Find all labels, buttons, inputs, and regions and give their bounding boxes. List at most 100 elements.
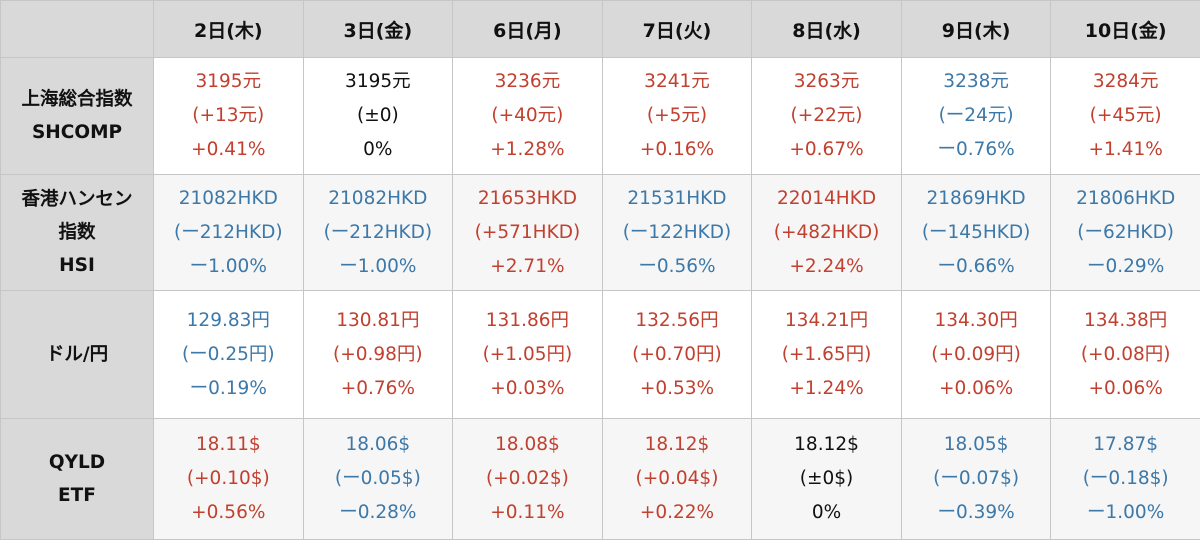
row-label-line: 香港ハンセン xyxy=(1,183,153,216)
change-percent: +0.76% xyxy=(304,372,453,406)
table-cell: 21082HKD(ー212HKD)ー1.00% xyxy=(303,175,453,291)
column-header: 9日(木) xyxy=(901,1,1051,58)
corner-cell xyxy=(1,1,154,58)
table-cell: 134.21円(+1.65円)+1.24% xyxy=(752,291,902,419)
price-value: 22014HKD xyxy=(752,182,901,216)
price-value: 21082HKD xyxy=(304,182,453,216)
column-header: 6日(月) xyxy=(453,1,603,58)
table-cell: 21653HKD(+571HKD)+2.71% xyxy=(453,175,603,291)
table-cell: 134.38円(+0.08円)+0.06% xyxy=(1051,291,1200,419)
price-value: 3195元 xyxy=(304,65,453,99)
change-value: (+40元) xyxy=(453,99,602,133)
table-cell: 17.87$(ー0.18$)ー1.00% xyxy=(1051,419,1200,540)
row-label-line: ドル/円 xyxy=(1,338,153,371)
header-row: 2日(木) 3日(金) 6日(月) 7日(火) 8日(水) 9日(木) 10日(… xyxy=(1,1,1200,58)
change-percent: ー0.29% xyxy=(1051,250,1200,284)
change-percent: ー1.00% xyxy=(1051,496,1200,530)
price-value: 3263元 xyxy=(752,65,901,99)
row-label-line: 指数 xyxy=(1,216,153,249)
change-percent: +2.24% xyxy=(752,250,901,284)
change-value: (+0.04$) xyxy=(603,462,752,496)
table-cell: 3284元(+45元)+1.41% xyxy=(1051,58,1200,175)
row-label: ドル/円 xyxy=(1,291,154,419)
change-percent: +2.71% xyxy=(453,250,602,284)
column-header: 8日(水) xyxy=(752,1,902,58)
change-percent: ー0.76% xyxy=(902,133,1051,167)
change-value: (+13元) xyxy=(154,99,303,133)
row-label-line: ETF xyxy=(1,479,153,512)
row-label-line: HSI xyxy=(1,249,153,282)
price-value: 3238元 xyxy=(902,65,1051,99)
table-cell: 21806HKD(ー62HKD)ー0.29% xyxy=(1051,175,1200,291)
change-value: (±0$) xyxy=(752,462,901,496)
table-cell: 134.30円(+0.09円)+0.06% xyxy=(901,291,1051,419)
change-percent: +0.67% xyxy=(752,133,901,167)
price-value: 3195元 xyxy=(154,65,303,99)
change-value: (+0.09円) xyxy=(902,338,1051,372)
change-value: (+5元) xyxy=(603,99,752,133)
table-cell: 18.05$(ー0.07$)ー0.39% xyxy=(901,419,1051,540)
price-value: 131.86円 xyxy=(453,304,602,338)
price-value: 21082HKD xyxy=(154,182,303,216)
price-value: 3241元 xyxy=(603,65,752,99)
change-percent: 0% xyxy=(304,133,453,167)
column-header: 2日(木) xyxy=(154,1,304,58)
change-value: (+1.05円) xyxy=(453,338,602,372)
change-percent: +1.28% xyxy=(453,133,602,167)
table-cell: 3195元(+13元)+0.41% xyxy=(154,58,304,175)
table-cell: 129.83円(ー0.25円)ー0.19% xyxy=(154,291,304,419)
change-percent: +0.03% xyxy=(453,372,602,406)
change-percent: +0.22% xyxy=(603,496,752,530)
change-percent: +0.56% xyxy=(154,496,303,530)
price-value: 21806HKD xyxy=(1051,182,1200,216)
change-value: (+45元) xyxy=(1051,99,1200,133)
price-value: 3236元 xyxy=(453,65,602,99)
change-value: (+0.70円) xyxy=(603,338,752,372)
change-percent: 0% xyxy=(752,496,901,530)
change-value: (ー0.18$) xyxy=(1051,462,1200,496)
change-percent: ー0.28% xyxy=(304,496,453,530)
table-cell: 21531HKD(ー122HKD)ー0.56% xyxy=(602,175,752,291)
price-value: 18.06$ xyxy=(304,428,453,462)
change-value: (±0) xyxy=(304,99,453,133)
table-cell: 22014HKD(+482HKD)+2.24% xyxy=(752,175,902,291)
change-percent: ー1.00% xyxy=(304,250,453,284)
change-value: (+0.02$) xyxy=(453,462,602,496)
table-cell: 18.06$(ー0.05$)ー0.28% xyxy=(303,419,453,540)
change-value: (ー0.07$) xyxy=(902,462,1051,496)
price-value: 134.21円 xyxy=(752,304,901,338)
table-cell: 21869HKD(ー145HKD)ー0.66% xyxy=(901,175,1051,291)
change-value: (ー212HKD) xyxy=(154,216,303,250)
change-percent: +0.11% xyxy=(453,496,602,530)
column-header: 10日(金) xyxy=(1051,1,1200,58)
change-percent: ー0.39% xyxy=(902,496,1051,530)
table-cell: 130.81円(+0.98円)+0.76% xyxy=(303,291,453,419)
price-value: 18.05$ xyxy=(902,428,1051,462)
price-value: 21653HKD xyxy=(453,182,602,216)
table-cell: 3236元(+40元)+1.28% xyxy=(453,58,603,175)
price-value: 132.56円 xyxy=(603,304,752,338)
price-value: 18.08$ xyxy=(453,428,602,462)
change-value: (ー24元) xyxy=(902,99,1051,133)
column-header: 3日(金) xyxy=(303,1,453,58)
price-value: 21531HKD xyxy=(603,182,752,216)
change-percent: +0.41% xyxy=(154,133,303,167)
change-percent: +0.53% xyxy=(603,372,752,406)
change-percent: ー0.19% xyxy=(154,372,303,406)
price-value: 129.83円 xyxy=(154,304,303,338)
table-cell: 18.12$(±0$)0% xyxy=(752,419,902,540)
change-value: (ー62HKD) xyxy=(1051,216,1200,250)
table-cell: 3241元(+5元)+0.16% xyxy=(602,58,752,175)
change-percent: ー1.00% xyxy=(154,250,303,284)
table-cell: 21082HKD(ー212HKD)ー1.00% xyxy=(154,175,304,291)
price-value: 17.87$ xyxy=(1051,428,1200,462)
price-value: 3284元 xyxy=(1051,65,1200,99)
